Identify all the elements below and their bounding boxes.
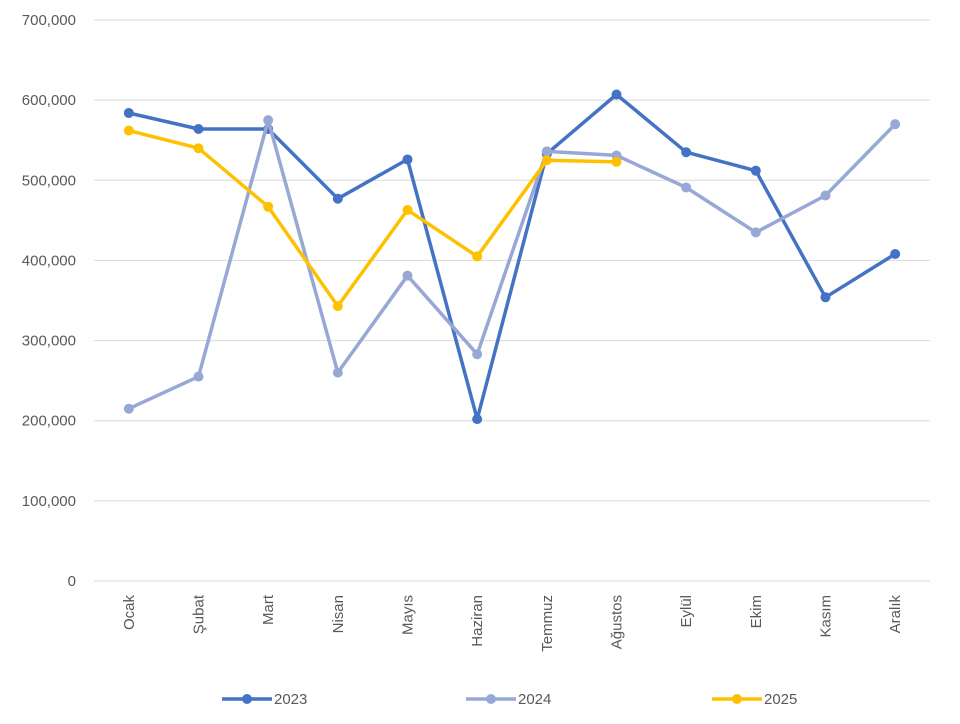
legend-item-2025: 2025 <box>712 691 797 708</box>
legend-swatch-marker <box>486 694 496 704</box>
x-tick-label: Kasım <box>818 595 835 638</box>
data-point <box>332 301 343 312</box>
series-line-2024 <box>127 118 897 411</box>
data-point <box>123 403 134 414</box>
y-tick-label: 0 <box>68 573 76 590</box>
data-point <box>472 349 483 360</box>
legend-label: 2024 <box>518 691 551 708</box>
data-point <box>820 190 831 201</box>
data-point <box>611 156 622 167</box>
y-tick-label: 700,000 <box>22 12 76 29</box>
series-2025 <box>123 125 622 312</box>
data-point <box>332 367 343 378</box>
data-point <box>820 292 831 303</box>
data-point <box>890 249 901 260</box>
data-point <box>681 182 692 193</box>
x-axis-tick-labels: Ocak Şubat Mart Nisan Mayıs Haziran Temmuz Ağus… <box>121 594 904 652</box>
y-tick-label: 200,000 <box>22 413 76 430</box>
x-tick-label: Mayıs <box>400 595 417 635</box>
y-tick-label: 500,000 <box>22 172 76 189</box>
data-point <box>541 155 552 166</box>
gridlines <box>94 19 930 582</box>
legend: 2023 2024 2025 <box>222 691 797 708</box>
y-axis-tick-labels: 0 100,000 200,000 300,000 400,000 500,000 600,… <box>22 12 76 590</box>
legend-swatch-marker <box>732 694 742 704</box>
x-tick-label: Haziran <box>469 595 486 647</box>
data-point <box>263 201 274 212</box>
data-point <box>402 204 413 215</box>
data-point <box>193 371 204 382</box>
data-point <box>472 414 483 425</box>
y-tick-label: 400,000 <box>22 252 76 269</box>
data-point <box>332 193 343 204</box>
x-tick-label: Nisan <box>330 595 347 633</box>
data-point <box>123 125 134 136</box>
legend-swatch-marker <box>242 694 252 704</box>
legend-label: 2023 <box>274 691 307 708</box>
x-tick-label: Aralık <box>887 595 904 634</box>
legend-item-2024: 2024 <box>466 691 551 708</box>
data-point <box>402 270 413 281</box>
data-point <box>263 115 274 126</box>
legend-label: 2025 <box>764 691 797 708</box>
data-point <box>193 123 204 134</box>
series-lines <box>123 89 901 425</box>
series-line-2023 <box>127 92 897 421</box>
series-2024 <box>123 115 901 414</box>
y-tick-label: 300,000 <box>22 333 76 350</box>
x-tick-label: Şubat <box>191 594 208 634</box>
y-tick-label: 600,000 <box>22 92 76 109</box>
x-tick-label: Ocak <box>121 595 138 631</box>
data-point <box>750 227 761 238</box>
x-tick-label: Eylül <box>678 595 695 628</box>
legend-item-2023: 2023 <box>222 691 307 708</box>
data-point <box>681 147 692 158</box>
data-point <box>750 165 761 176</box>
x-tick-label: Temmuz <box>539 595 556 652</box>
data-point <box>193 143 204 154</box>
x-tick-label: Ekim <box>748 595 765 628</box>
data-point <box>123 107 134 118</box>
data-point <box>890 119 901 130</box>
data-point <box>611 89 622 100</box>
x-tick-label: Mart <box>260 594 277 625</box>
data-point <box>541 146 552 157</box>
data-point <box>472 251 483 262</box>
series-line-2025 <box>127 128 619 308</box>
x-tick-label: Ağustos <box>609 595 626 649</box>
data-point <box>402 154 413 165</box>
y-tick-label: 100,000 <box>22 493 76 510</box>
